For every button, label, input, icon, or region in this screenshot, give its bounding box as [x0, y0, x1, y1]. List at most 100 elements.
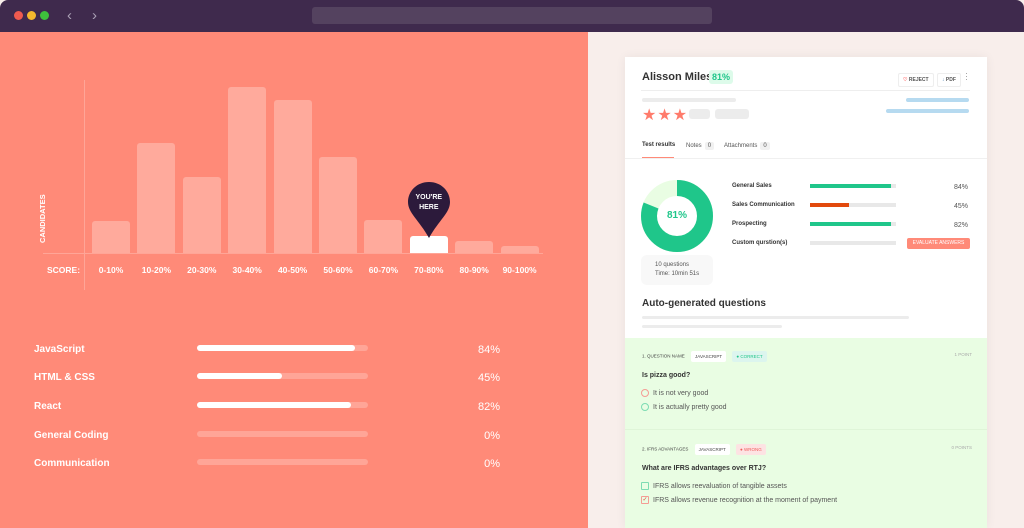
question-status-badge: ● CORRECT [732, 351, 767, 362]
x-axis-label: SCORE: [47, 265, 81, 275]
x-tick-label: 70-80% [414, 265, 444, 275]
category-progress-bar [810, 222, 896, 226]
question-status-badge: ● WRONG [735, 444, 766, 455]
reject-icon: ♡ [903, 77, 908, 83]
x-tick-label: 10-20% [141, 265, 172, 275]
you-are-here-marker: YOU'RE HERE [406, 180, 452, 240]
x-tick-label: 50-60% [323, 265, 353, 275]
active-tab-indicator [642, 157, 674, 158]
minimize-button[interactable] [27, 11, 36, 20]
skill-progress-bar [197, 373, 368, 379]
question-name: 1. QUESTION NAME [642, 353, 685, 359]
answer-option[interactable]: It is not very good [641, 389, 708, 397]
category-percent: 84% [953, 184, 968, 191]
tab-attachments[interactable]: Attachments 0 [724, 142, 770, 150]
rating-stars-icon[interactable]: ★★★ [642, 107, 689, 124]
skill-percent: 84% [477, 344, 500, 356]
placeholder-line [642, 325, 782, 328]
x-tick-label: 30-40% [232, 265, 262, 275]
test-time: Time: 10min 51s [655, 271, 700, 277]
questions-count: 10 questions [655, 262, 690, 268]
divider [641, 90, 970, 91]
browser-titlebar: ‹ › [0, 0, 1024, 32]
option-label: IFRS allows revenue recognition at the m… [653, 496, 838, 504]
answer-option[interactable]: ✓ IFRS allows revenue recognition at the … [641, 496, 837, 504]
status-label: WRONG [743, 447, 762, 452]
close-button[interactable] [14, 11, 23, 20]
marker-line-2: HERE [419, 204, 439, 211]
divider [625, 158, 987, 159]
address-bar[interactable] [312, 7, 712, 24]
x-tick-label: 60-70% [368, 265, 399, 275]
question-tag: JAVASCRIPT [694, 444, 730, 455]
tab-label: Notes [686, 143, 702, 149]
skill-label: HTML & CSS [34, 372, 95, 383]
reject-label: REJECT [908, 77, 929, 83]
question-header: 2. IFRS ADVANTAGES JAVASCRIPT ● WRONG [642, 444, 766, 455]
tab-label: Test results [642, 142, 676, 148]
tab-count: 0 [704, 142, 715, 150]
category-progress-bar [810, 203, 896, 207]
histogram-bar [319, 156, 357, 253]
forward-button[interactable]: › [92, 7, 97, 24]
skill-progress-bar [197, 402, 368, 408]
x-axis [43, 253, 543, 254]
tab-test-results[interactable]: Test results [642, 142, 675, 148]
x-tick-label: 20-30% [187, 265, 217, 275]
checkbox-icon [641, 482, 649, 490]
skill-label: React [34, 401, 62, 412]
category-label: Prospecting [732, 221, 767, 227]
back-button[interactable]: ‹ [67, 7, 72, 24]
pdf-label: PDF [945, 77, 956, 83]
more-options-icon[interactable]: · · · [965, 68, 968, 84]
maximize-button[interactable] [40, 11, 49, 20]
answer-option[interactable]: IFRS allows reevaluation of tangible ass… [641, 482, 787, 490]
x-tick-label: 40-50% [277, 265, 308, 275]
candidate-name: Alisson Miles [642, 71, 713, 83]
option-label: IFRS allows reevaluation of tangible ass… [653, 482, 787, 490]
tab-notes[interactable]: Notes 0 [686, 142, 715, 150]
category-percent: 45% [953, 203, 968, 210]
pdf-button[interactable]: ↓ PDF [937, 73, 961, 87]
histogram-bar [455, 241, 494, 253]
histogram-bar [182, 176, 221, 253]
question-header: 1. QUESTION NAME JAVASCRIPT ● CORRECT [642, 351, 767, 362]
question-name: 2. IFRS ADVANTAGES [642, 446, 689, 452]
skill-progress-bar [197, 345, 368, 351]
question-text: Is pizza good? [642, 372, 691, 379]
placeholder-chip [715, 109, 749, 119]
skill-progress-bar [197, 431, 368, 437]
skill-label: General Coding [34, 430, 109, 441]
placeholder-line [642, 316, 909, 319]
category-progress-fill [810, 184, 891, 188]
radio-icon [641, 403, 649, 411]
question-points: 0 POINTS [951, 445, 972, 450]
questions-section [625, 338, 987, 528]
reject-button[interactable]: ♡ REJECT [898, 73, 934, 87]
category-label: General Sales [732, 183, 772, 189]
answer-option[interactable]: It is actually pretty good [641, 403, 727, 411]
skill-percent: 0% [484, 458, 500, 470]
histogram-bar [228, 87, 267, 253]
placeholder-line [886, 109, 969, 113]
x-tick-label: 90-100% [502, 265, 537, 275]
category-label: Custom qurstion(s) [732, 240, 788, 246]
test-summary [641, 255, 713, 285]
divider [625, 429, 987, 430]
category-percent: 82% [953, 222, 968, 229]
donut-label: 81% [666, 210, 687, 221]
question-text: What are IFRS advantages over RTJ? [642, 465, 767, 472]
question-tag: JAVASCRIPT [691, 351, 727, 362]
option-label: It is actually pretty good [653, 403, 727, 411]
placeholder-line [642, 98, 736, 102]
skill-label: Communication [34, 458, 110, 469]
histogram-bar [273, 100, 312, 253]
skill-percent: 0% [484, 430, 500, 442]
skill-progress-fill [197, 345, 355, 351]
section-title: Auto-generated questions [642, 298, 766, 309]
x-tick-label: 80-90% [459, 265, 489, 275]
histogram-bar [500, 246, 539, 253]
histogram-bar [409, 236, 448, 253]
x-tick-label: 0-10% [98, 265, 124, 275]
evaluate-answers-button[interactable]: EVALUATE ANSWERS [907, 238, 970, 249]
